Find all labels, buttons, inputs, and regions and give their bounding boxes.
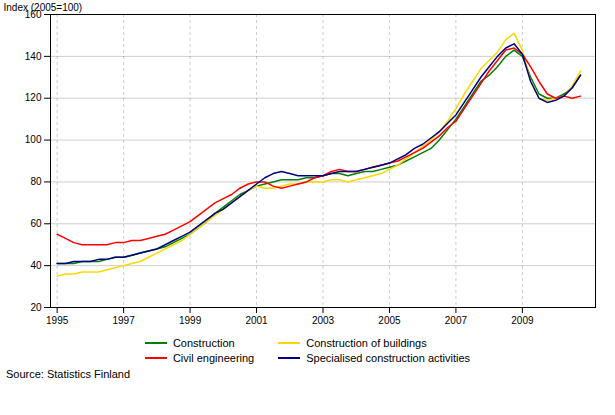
svg-text:2007: 2007	[445, 315, 468, 326]
svg-text:1999: 1999	[179, 315, 202, 326]
svg-text:20: 20	[30, 302, 42, 313]
svg-text:Index (2005=100): Index (2005=100)	[4, 2, 83, 13]
svg-text:2005: 2005	[378, 315, 401, 326]
svg-text:1995: 1995	[46, 315, 69, 326]
svg-text:2001: 2001	[245, 315, 268, 326]
svg-text:2003: 2003	[312, 315, 335, 326]
html-text:Specialised construction activ: Specialised construction activities	[306, 352, 471, 364]
html-text:Source: Statistics Finland: Source: Statistics Finland	[6, 368, 131, 380]
svg-text:160: 160	[24, 8, 42, 20]
html-text:Construction of buildings: Construction of buildings	[306, 337, 427, 349]
svg-text:100: 100	[25, 134, 42, 145]
html-text:Civil engineering: Civil engineering	[172, 352, 255, 364]
svg-text:1997: 1997	[112, 315, 135, 326]
svg-text:40: 40	[30, 260, 42, 271]
svg-text:2009: 2009	[511, 315, 534, 326]
html-text:Construction: Construction	[172, 337, 235, 349]
svg-text:140: 140	[25, 51, 42, 62]
svg-text:120: 120	[25, 92, 42, 103]
svg-text:60: 60	[30, 218, 42, 229]
svg-text:80: 80	[30, 176, 42, 187]
